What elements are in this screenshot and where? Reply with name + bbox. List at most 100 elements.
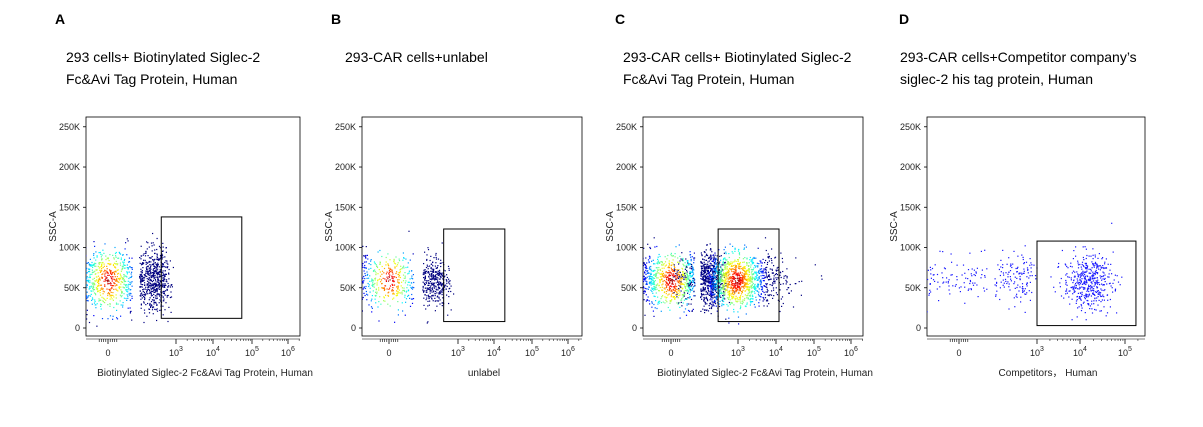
event-dot — [438, 287, 441, 290]
event-dot — [34, 255, 35, 256]
event-dot — [156, 248, 158, 251]
event-dot — [428, 276, 430, 278]
event-dot — [780, 298, 782, 300]
event-dot — [711, 275, 713, 277]
event-dot — [72, 267, 73, 268]
event-dot — [37, 277, 38, 278]
event-dot — [677, 282, 679, 284]
event-dot — [665, 280, 667, 283]
event-dot — [692, 277, 694, 279]
event-dot — [707, 284, 710, 286]
event-dot — [768, 294, 770, 296]
event-dot — [661, 284, 663, 286]
event-dot — [393, 276, 395, 278]
event-dot — [679, 255, 681, 257]
event-dot — [155, 301, 157, 303]
event-dot — [397, 281, 399, 283]
event-dot — [690, 285, 692, 287]
event-dot — [146, 283, 148, 285]
event-dot — [718, 249, 720, 251]
event-dot — [632, 261, 633, 262]
event-dot — [156, 319, 158, 322]
event-dot — [146, 248, 148, 250]
event-dot — [298, 261, 299, 262]
event-dot — [381, 270, 384, 272]
event-dot — [598, 263, 599, 264]
event-dot — [633, 295, 634, 296]
event-dot — [649, 247, 652, 250]
event-dot — [707, 272, 709, 274]
event-dot — [644, 277, 646, 279]
event-dot — [363, 275, 365, 278]
gate-rectangle[interactable] — [443, 228, 506, 323]
event-dot — [435, 290, 437, 293]
event-dot — [379, 278, 381, 280]
event-dot — [39, 264, 40, 265]
event-dot — [423, 282, 425, 284]
event-dot — [704, 272, 706, 274]
event-dot — [354, 273, 355, 274]
event-dot — [154, 274, 156, 276]
event-dot — [156, 304, 158, 306]
event-dot — [363, 286, 365, 288]
event-dot — [384, 300, 386, 302]
event-dot — [684, 285, 686, 287]
event-dot — [686, 271, 688, 273]
event-dot — [118, 288, 120, 290]
event-dot — [756, 274, 758, 276]
event-dot — [432, 265, 434, 267]
event-dot — [729, 243, 731, 245]
event-dot — [686, 273, 688, 275]
event-dot — [703, 251, 705, 253]
event-dot — [363, 266, 365, 268]
event-dot — [700, 275, 702, 277]
event-dot — [367, 258, 369, 260]
event-dot — [758, 305, 760, 307]
event-dot — [691, 289, 693, 291]
event-dot — [711, 251, 713, 253]
event-dot — [671, 282, 673, 284]
event-dot — [672, 270, 674, 272]
event-dot — [114, 246, 116, 249]
event-dot — [374, 282, 376, 285]
event-dot — [691, 287, 694, 289]
event-dot — [164, 283, 166, 285]
event-dot — [437, 289, 439, 291]
event-dot — [158, 259, 160, 261]
event-dot — [52, 265, 53, 266]
event-dot — [391, 283, 393, 285]
event-dot — [154, 308, 156, 310]
event-dot — [129, 299, 132, 301]
event-dot — [431, 275, 433, 277]
panel-title-line: 293 cells+ Biotinylated Siglec-2 — [66, 49, 260, 65]
event-dot — [149, 304, 151, 306]
event-dot — [782, 302, 784, 305]
event-dot — [152, 285, 154, 287]
event-dot — [106, 268, 108, 270]
event-dot — [768, 260, 770, 262]
event-dot — [711, 286, 713, 288]
event-dot — [290, 301, 291, 302]
event-dot — [164, 285, 166, 287]
event-dot — [102, 266, 104, 269]
event-dot — [357, 278, 358, 279]
event-dot — [153, 301, 155, 303]
event-dot — [128, 277, 130, 280]
event-dot — [704, 278, 707, 281]
event-dot — [26, 303, 27, 304]
event-dot — [722, 295, 724, 297]
event-dot — [385, 264, 387, 266]
event-dot — [29, 327, 30, 328]
event-dot — [773, 277, 775, 279]
plot-frame — [642, 116, 864, 337]
event-dot — [425, 270, 427, 273]
event-dot — [346, 276, 347, 277]
event-dot — [84, 288, 85, 289]
event-dot — [608, 299, 609, 300]
event-dot — [563, 288, 564, 289]
event-dot — [125, 242, 127, 244]
event-dot — [618, 294, 619, 295]
event-dot — [577, 314, 578, 315]
gate-rectangle[interactable] — [160, 216, 243, 319]
event-dot — [94, 300, 96, 303]
